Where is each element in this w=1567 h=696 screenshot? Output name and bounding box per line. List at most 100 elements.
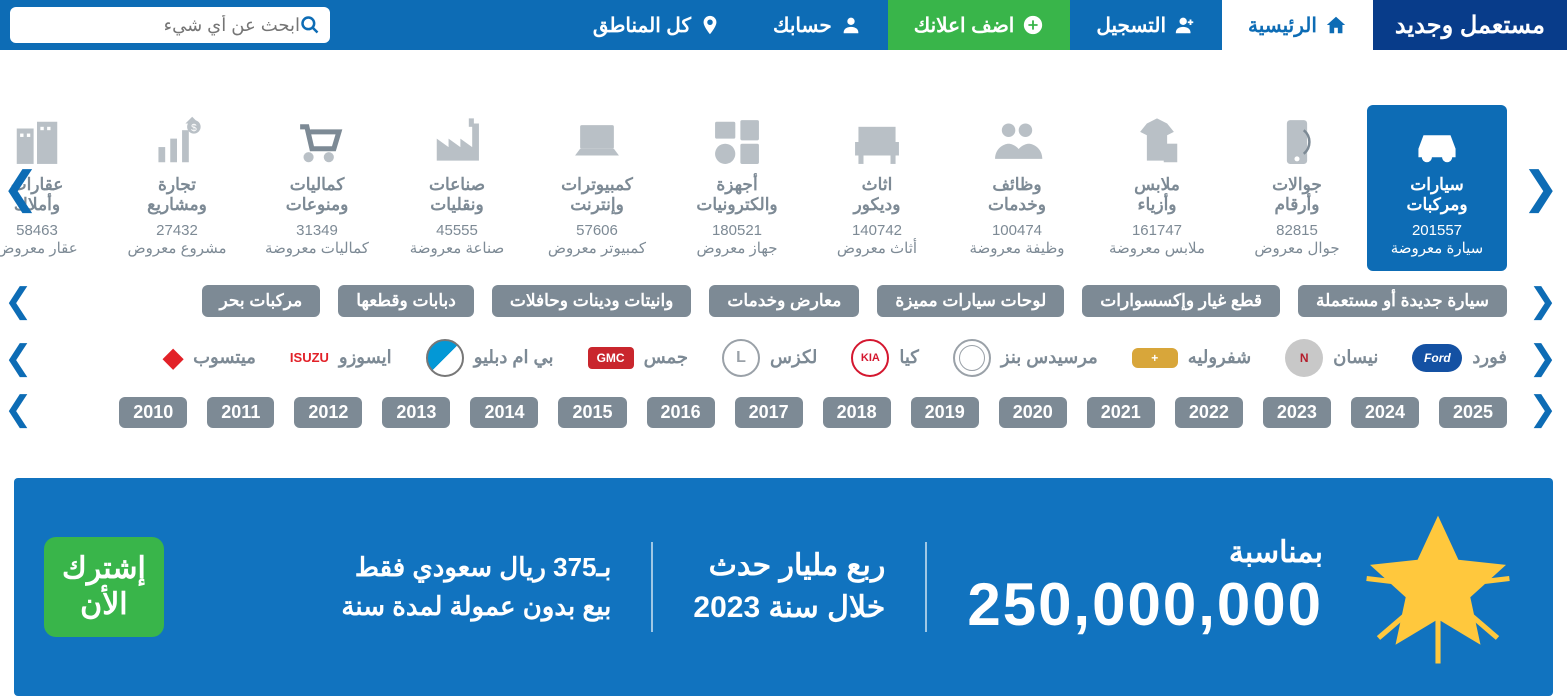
brand-label: ايسوزو: [339, 347, 392, 368]
subcat-pill[interactable]: لوحات سيارات مميزة: [877, 285, 1064, 317]
year-2023[interactable]: 2023: [1263, 397, 1331, 428]
brand-scroll-right[interactable]: ❮: [1529, 338, 1558, 378]
year-2024[interactable]: 2024: [1351, 397, 1419, 428]
year-2011[interactable]: 2011: [207, 397, 274, 428]
nav-home-label: الرئيسية: [1248, 13, 1317, 38]
brands-row: ❮ ❯ فوردFord نيسانN شفروليه+ مرسيدس بنز كياK…: [0, 317, 1567, 377]
brand-isuzu[interactable]: ايسوزو ISUZU: [290, 339, 392, 377]
main-nav: الرئيسية التسجيل اضف اعلانك حسابك كل الم…: [567, 0, 1373, 50]
search-box: [10, 7, 330, 43]
year-2016[interactable]: 2016: [647, 397, 715, 428]
brand-merc[interactable]: مرسيدس بنز: [953, 339, 1098, 377]
plus-circle-icon: [1022, 14, 1044, 36]
year-2019[interactable]: 2019: [911, 397, 979, 428]
category-furniture[interactable]: اثاثوديكور140742أثاث معروض: [807, 105, 947, 271]
subcat-pill[interactable]: معارض وخدمات: [709, 285, 859, 317]
category-count: 180521جهاز معروض: [667, 222, 807, 257]
search-icon[interactable]: [300, 15, 320, 35]
home-icon: [1325, 14, 1347, 36]
year-2020[interactable]: 2020: [999, 397, 1067, 428]
promo-c3a: بـ375 ريال سعودي فقط: [341, 548, 611, 587]
cat-scroll-right[interactable]: ❮: [1522, 162, 1559, 213]
category-misc[interactable]: كمالياتومنوعات31349كماليات معروضة: [247, 105, 387, 271]
brand-label: مرسيدس بنز: [1001, 347, 1098, 368]
category-phones[interactable]: جوالاتوأرقام82815جوال معروض: [1227, 105, 1367, 271]
year-scroll-right[interactable]: ❮: [1529, 389, 1558, 429]
year-scroll-left[interactable]: ❯: [4, 389, 33, 429]
furniture-icon: [807, 113, 947, 171]
brand-gmc[interactable]: جمسGMC: [588, 347, 688, 369]
year-2010[interactable]: 2010: [119, 397, 187, 428]
category-count: 27432مشروع معروض: [107, 222, 247, 257]
year-2013[interactable]: 2013: [382, 397, 450, 428]
category-count: 201557سيارة معروضة: [1367, 222, 1507, 257]
misc-icon: [247, 113, 387, 171]
location-icon: [699, 14, 721, 36]
subcat-scroll-right[interactable]: ❮: [1529, 281, 1558, 321]
electronics-icon: [667, 113, 807, 171]
nav-regions[interactable]: كل المناطق: [567, 0, 747, 50]
year-2012[interactable]: 2012: [294, 397, 362, 428]
brand-kia[interactable]: كياKIA: [851, 339, 919, 377]
category-title: صناعاتونقليات: [387, 175, 527, 216]
year-2025[interactable]: 2025: [1439, 397, 1507, 428]
year-2014[interactable]: 2014: [470, 397, 538, 428]
site-logo[interactable]: مستعمل وجديد: [1373, 0, 1567, 50]
search-input[interactable]: [20, 15, 300, 36]
subcat-pill[interactable]: سيارة جديدة أو مستعملة: [1298, 285, 1507, 317]
mits-logo-icon: ◆: [163, 339, 183, 377]
category-industry[interactable]: صناعاتونقليات 45555صناعة معروضة: [387, 105, 527, 271]
brand-mits[interactable]: ميتسوب◆: [163, 339, 256, 377]
brand-ford[interactable]: فوردFord: [1412, 344, 1507, 372]
brand-label: بي ام دبليو: [474, 347, 554, 368]
year-2021[interactable]: 2021: [1087, 397, 1155, 428]
promo-col3: بـ375 ريال سعودي فقط بيع بدون عمولة لمدة…: [341, 548, 611, 626]
nav-add-ad[interactable]: اضف اعلانك: [888, 0, 1071, 50]
subcat-pill[interactable]: دبابات وقطعها: [338, 285, 474, 317]
year-2018[interactable]: 2018: [823, 397, 891, 428]
brand-chev[interactable]: شفروليه+: [1132, 347, 1251, 368]
cat-scroll-left[interactable]: ❯: [2, 162, 39, 213]
svg-text:$: $: [191, 123, 197, 134]
lexus-logo-icon: L: [722, 339, 760, 377]
search-container: [0, 0, 340, 50]
subcat-pill[interactable]: وانيتات ودينات وحافلات: [492, 285, 692, 317]
brand-bmw[interactable]: بي ام دبليو: [426, 339, 554, 377]
subcat-pill[interactable]: مركبات بحر: [202, 285, 321, 317]
brand-lexus[interactable]: لكزسL: [722, 339, 817, 377]
category-title: أجهزةوالكترونيات: [667, 175, 807, 216]
category-clothes[interactable]: ملابسوأزياء161747ملابس معروضة: [1087, 105, 1227, 271]
brand-nissan[interactable]: نيسانN: [1285, 339, 1378, 377]
category-title: سياراتومركبات: [1367, 175, 1507, 216]
category-jobs[interactable]: وظائفوخدمات100474وظيفة معروضة: [947, 105, 1087, 271]
nav-account[interactable]: حسابك: [747, 0, 888, 50]
category-title: وظائفوخدمات: [947, 175, 1087, 216]
category-business[interactable]: $تجارةومشاريع27432مشروع معروض: [107, 105, 247, 271]
jobs-icon: [947, 113, 1087, 171]
promo-c2a: ربع مليار حدث: [693, 545, 885, 587]
year-2022[interactable]: 2022: [1175, 397, 1243, 428]
year-2017[interactable]: 2017: [735, 397, 803, 428]
category-count: 45555صناعة معروضة: [387, 222, 527, 257]
brand-label: جمس: [644, 347, 688, 368]
subcat-scroll-left[interactable]: ❯: [4, 281, 33, 321]
promo-c2b: خلال سنة 2023: [693, 587, 885, 629]
cta-l1: إشترك: [62, 551, 146, 587]
industry-icon: [387, 113, 527, 171]
promo-occasion: بمناسبة: [967, 535, 1323, 570]
subscribe-button[interactable]: إشترك الأن: [44, 537, 164, 637]
brand-label: شفروليه: [1188, 347, 1251, 368]
nav-home[interactable]: الرئيسية: [1222, 0, 1373, 50]
category-computers[interactable]: كمبيوتراتوإنترنت57606كمبيوتر معروض: [527, 105, 667, 271]
isuzu-logo-icon: ISUZU: [290, 339, 329, 377]
promo-headline: بمناسبة 250,000,000: [967, 535, 1323, 639]
nav-register[interactable]: التسجيل: [1070, 0, 1222, 50]
brand-scroll-left[interactable]: ❯: [4, 338, 33, 378]
category-count: 82815جوال معروض: [1227, 222, 1367, 257]
year-2015[interactable]: 2015: [558, 397, 626, 428]
category-count: 57606كمبيوتر معروض: [527, 222, 667, 257]
brand-label: فورد: [1472, 347, 1507, 368]
subcat-pill[interactable]: قطع غيار وإكسسوارات: [1082, 285, 1280, 317]
category-electronics[interactable]: أجهزةوالكترونيات 180521جهاز معروض: [667, 105, 807, 271]
category-cars[interactable]: سياراتومركبات 201557سيارة معروضة: [1367, 105, 1507, 271]
